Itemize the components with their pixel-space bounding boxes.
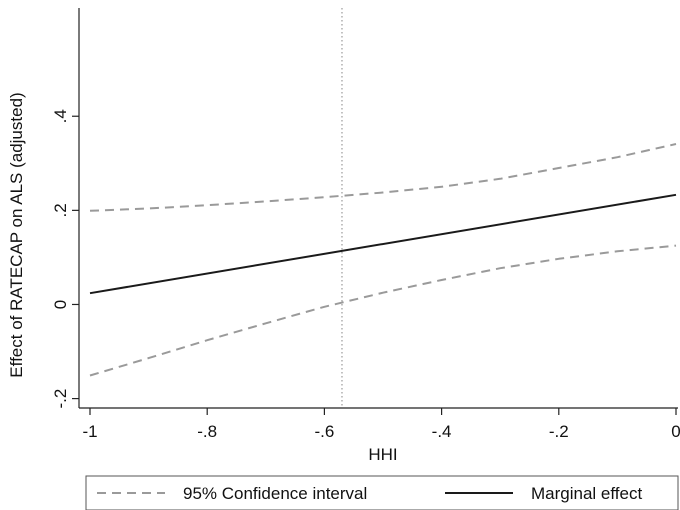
x-tick-label: -.6	[314, 422, 334, 441]
legend-box	[85, 475, 679, 510]
y-tick-label: .4	[51, 109, 70, 123]
series-ci-upper	[89, 143, 677, 212]
x-tick-label: -.8	[197, 422, 217, 441]
x-axis-title: HHI	[368, 445, 397, 464]
series-marginal-effect	[89, 193, 677, 295]
x-tick-label: -.2	[549, 422, 569, 441]
y-axis-title: Effect of RATECAP on ALS (adjusted)	[7, 92, 26, 377]
series-ci-lower	[89, 244, 677, 377]
legend-label-confidence-interval: 95% Confidence interval	[183, 484, 367, 503]
legend-label-marginal-effect: Marginal effect	[531, 484, 642, 503]
x-tick-label: -1	[82, 422, 97, 441]
legend: 95% Confidence interval Marginal effect	[85, 475, 679, 510]
y-tick-label: 0	[51, 300, 70, 309]
x-tick-label: -.4	[432, 422, 452, 441]
axes: -1 -.8 -.6 -.4 -.2 0 -.2 0 .2 .4 HHI Effect of RATE…	[7, 8, 680, 464]
y-tick-label: -.2	[51, 389, 70, 409]
y-tick-label: .2	[51, 203, 70, 217]
x-tick-label: 0	[671, 422, 680, 441]
plot-area	[89, 8, 677, 408]
